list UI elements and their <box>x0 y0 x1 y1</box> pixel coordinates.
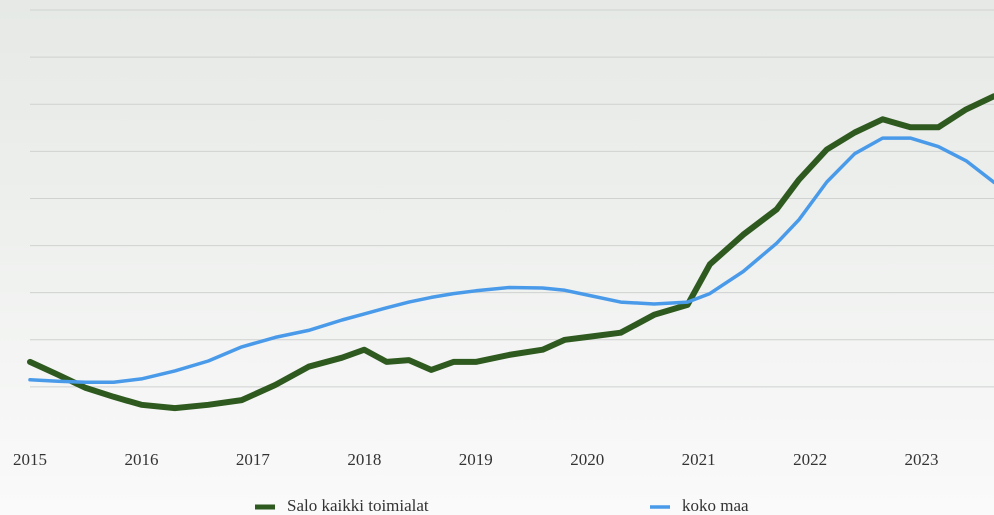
x-tick-label: 2022 <box>793 450 827 469</box>
line <box>27 93 994 412</box>
x-tick-label: 2015 <box>13 450 47 469</box>
legend-label: koko maa <box>682 496 749 515</box>
line <box>28 136 994 384</box>
x-tick-label: 2017 <box>236 450 271 469</box>
x-tick-label: 2016 <box>124 450 158 469</box>
legend-label: Salo kaikki toimialat <box>287 496 429 515</box>
x-tick-label: 2018 <box>347 450 381 469</box>
x-tick-label: 2019 <box>459 450 493 469</box>
x-tick-label: 2020 <box>570 450 604 469</box>
x-tick-label: 2021 <box>682 450 716 469</box>
x-tick-label: 2023 <box>905 450 939 469</box>
